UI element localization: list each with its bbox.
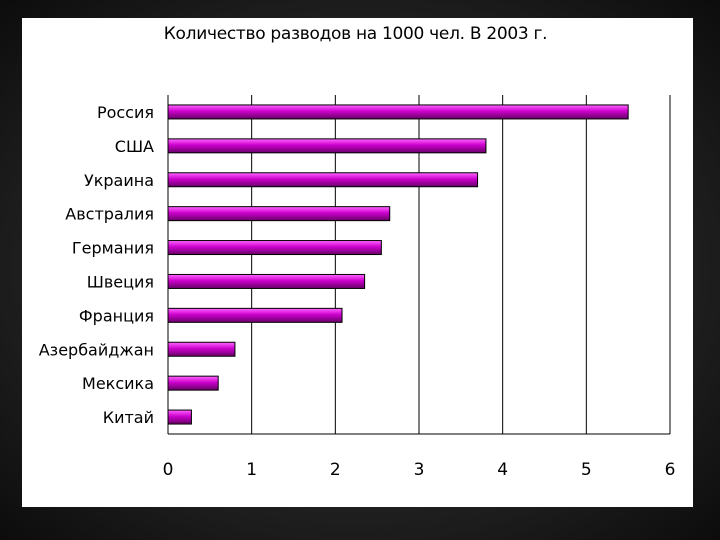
category-label: Китай [103, 408, 154, 427]
category-label: Мексика [82, 374, 154, 393]
x-tick-labels: 0 1 2 3 4 5 6 [163, 460, 676, 480]
x-tick-label: 0 [163, 460, 174, 480]
x-tick-label: 1 [246, 460, 257, 480]
category-labels: Россия США Украина Австралия Германия Швеция Ф… [39, 103, 154, 427]
bar-4 [167, 240, 382, 256]
bar-5 [167, 273, 366, 289]
bar-6 [167, 307, 343, 323]
x-tick-label: 4 [497, 460, 508, 480]
category-label: Азербайджан [39, 340, 154, 359]
x-tick-label: 3 [414, 460, 425, 480]
category-label: США [115, 137, 154, 156]
category-label: Германия [72, 239, 154, 258]
x-tick-label: 2 [330, 460, 341, 480]
category-label: Россия [97, 103, 154, 122]
x-tick-label: 5 [581, 460, 592, 480]
bar-1 [167, 138, 487, 154]
category-label: Украина [84, 171, 154, 190]
bar-3 [167, 206, 391, 222]
x-tick-label: 6 [665, 460, 676, 480]
bars [167, 104, 629, 425]
category-label: Австралия [65, 205, 154, 224]
bar-2 [167, 172, 479, 188]
bar-8 [167, 375, 219, 391]
category-label: Франция [79, 306, 154, 325]
category-label: Швеция [87, 272, 154, 291]
bar-7 [167, 341, 236, 357]
slide [22, 18, 693, 507]
chart-title: Количество разводов на 1000 чел. В 2003 … [163, 24, 548, 44]
bar-0 [167, 104, 629, 120]
bar-9 [167, 409, 192, 425]
